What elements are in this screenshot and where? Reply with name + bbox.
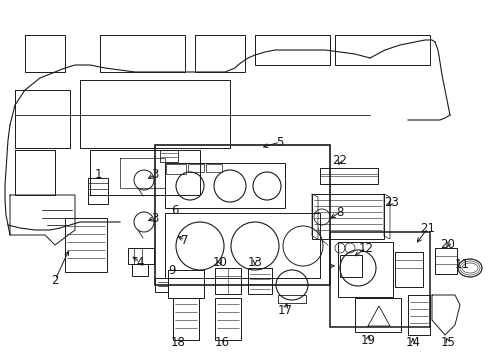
Text: 2: 2 [51,274,59,287]
Bar [88,178,108,204]
Bar [168,270,203,298]
Bar [155,278,168,292]
Text: 23: 23 [384,195,399,208]
Text: 3: 3 [151,211,159,225]
Bar [165,164,185,174]
Bar [173,298,199,340]
Text: 5: 5 [276,135,283,148]
Bar [319,168,377,184]
Text: 9: 9 [168,264,175,276]
Text: 14: 14 [405,336,420,348]
Bar [339,255,361,277]
Bar [164,213,319,278]
Text: 21: 21 [420,221,435,234]
Text: 6: 6 [171,203,179,216]
Bar [329,232,429,327]
Text: 18: 18 [170,336,185,348]
Text: 20: 20 [440,238,454,252]
Text: 22: 22 [332,153,347,166]
Text: 1: 1 [94,168,102,181]
Bar [354,298,400,332]
Text: 10: 10 [212,256,227,269]
Text: 4: 4 [136,256,143,269]
Text: 8: 8 [336,206,343,219]
Bar [205,164,222,172]
Bar [132,264,148,276]
Bar [278,295,305,303]
Bar [187,164,203,172]
Bar [215,268,241,294]
Text: 11: 11 [453,258,468,271]
Bar [394,252,422,287]
Bar [434,248,456,274]
Bar [407,295,429,335]
Bar [65,218,107,272]
Text: 16: 16 [214,336,229,348]
Bar [160,150,178,162]
Bar [215,298,241,340]
Bar [128,248,154,264]
Bar [337,242,392,297]
Text: 3: 3 [151,168,159,181]
Text: 7: 7 [181,234,188,247]
Bar [247,268,271,294]
Bar [155,145,329,285]
Text: 15: 15 [440,336,454,348]
Text: 17: 17 [277,303,292,316]
Bar [311,194,383,239]
Text: 13: 13 [247,256,262,269]
Bar [164,163,285,208]
Text: 19: 19 [360,333,375,346]
Text: 12: 12 [358,242,373,255]
